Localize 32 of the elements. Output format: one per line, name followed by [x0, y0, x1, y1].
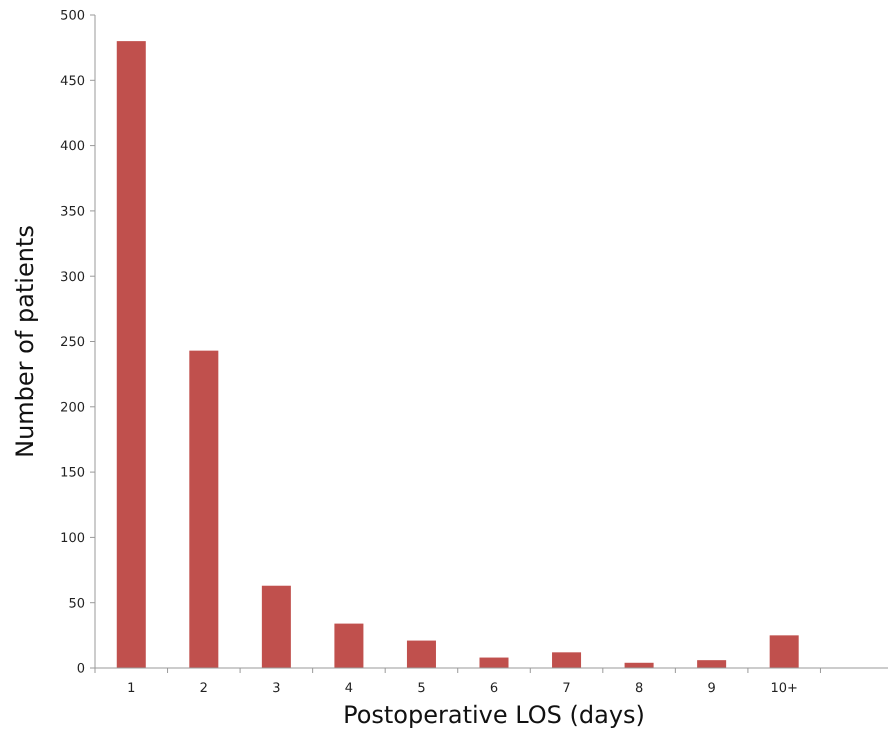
x-tick-label: 6: [490, 681, 498, 696]
y-tick-label: 0: [76, 662, 85, 677]
x-axis-title: Postoperative LOS (days): [343, 701, 645, 729]
bar: [334, 624, 364, 668]
x-tick-label: 1: [127, 681, 136, 696]
x-tick-label: 7: [562, 681, 571, 696]
x-tick-label: 2: [200, 681, 208, 696]
y-tick-label: 500: [60, 8, 85, 24]
x-tick-label: 4: [344, 681, 354, 696]
y-axis-title: Number of patients: [11, 225, 39, 458]
y-tick-label: 150: [60, 466, 85, 481]
y-tick-label: 200: [60, 400, 85, 416]
x-tick-label: 3: [272, 681, 281, 696]
y-tick-label: 50: [68, 596, 85, 612]
bar: [479, 658, 509, 668]
bar: [770, 635, 799, 668]
bar: [697, 660, 726, 668]
bar: [552, 652, 582, 668]
bar: [262, 586, 291, 668]
x-tick-label: 10+: [770, 681, 798, 696]
bar: [116, 41, 146, 668]
y-tick-label: 250: [60, 335, 85, 350]
x-tick-label: 9: [707, 681, 716, 696]
x-tick-label: 5: [417, 681, 426, 696]
y-tick-label: 350: [60, 204, 85, 220]
y-tick-label: 100: [60, 530, 85, 546]
bar: [406, 640, 436, 668]
y-tick-label: 450: [60, 74, 85, 89]
y-tick-label: 300: [60, 270, 85, 285]
bar: [189, 350, 218, 668]
x-tick-label: 8: [634, 681, 644, 696]
y-tick-label: 400: [60, 139, 85, 154]
